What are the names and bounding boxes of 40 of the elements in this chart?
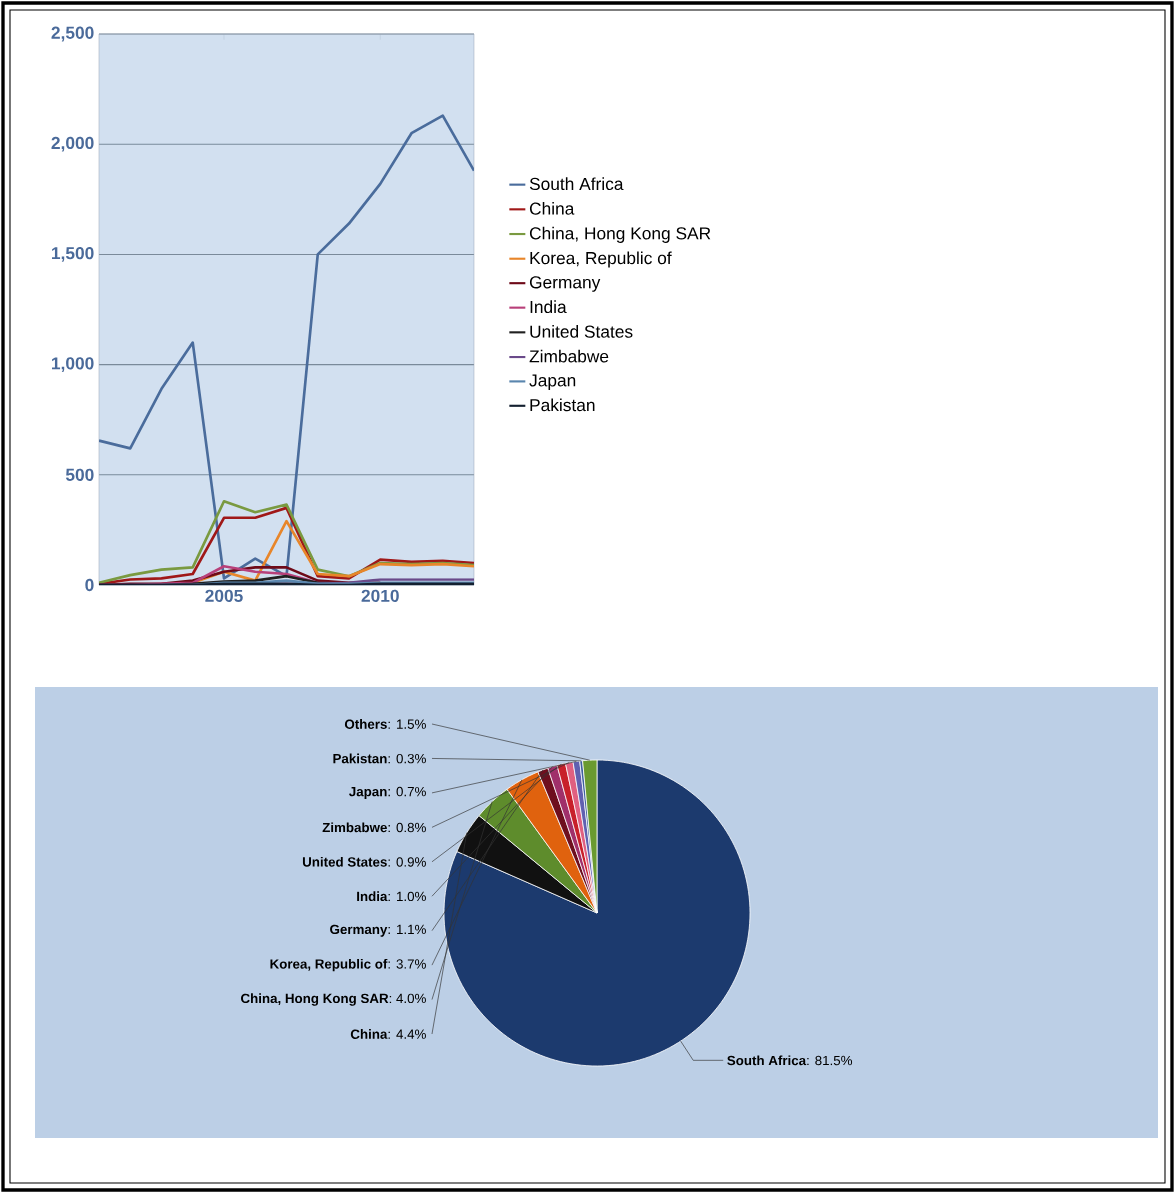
slice-label: United States [302, 856, 387, 867]
legend-label: India [530, 300, 567, 314]
y-tick-label: 1,500 [52, 247, 94, 262]
x-tick-label: 2005 [205, 589, 243, 602]
data-label: : 1.5% [388, 719, 426, 729]
legend-label: Zimbabwe [529, 349, 609, 363]
legend-label: China [529, 202, 575, 215]
data-label: : 1.1% [388, 924, 426, 935]
legend-label: United States [530, 325, 633, 338]
data-label: : 0.8% [388, 822, 426, 833]
legend-label: China, Hong Kong SAR [529, 226, 711, 243]
slice-label: India [357, 891, 388, 902]
y-tick-label: 2,000 [51, 136, 94, 152]
slice-label: Korea, Republic of [270, 958, 388, 972]
slice-label: Japan [349, 786, 387, 799]
slice-label: Others [344, 719, 387, 729]
data-label: : 0.3% [388, 753, 426, 764]
slice-label: South Africa [727, 1055, 807, 1066]
y-tick-label: 0 [85, 578, 94, 592]
x-tick-label: 2010 [361, 589, 399, 602]
slice-label: Zimbabwe [322, 822, 387, 833]
data-label: : 81.5% [807, 1055, 853, 1066]
slice-label: Germany [330, 924, 388, 937]
slice-label: China, Hong Kong SAR [241, 993, 389, 1006]
data-label: : 0.9% [388, 857, 426, 867]
data-label: : 0.7% [388, 786, 426, 797]
slice-label: Pakistan [333, 753, 387, 764]
y-tick-label: 1,000 [52, 357, 94, 372]
slice-label: China [350, 1029, 388, 1039]
data-label: : 4.0% [389, 993, 426, 1004]
data-label: : 1.0% [388, 891, 426, 902]
legend-label: Germany [529, 276, 601, 292]
legend-label: South Africa [529, 177, 624, 191]
legend-label: Japan [529, 374, 576, 390]
legend-label: Korea, Republic of [530, 251, 672, 268]
legend-label: Pakistan [530, 398, 595, 412]
data-label: : 3.7% [388, 959, 426, 969]
y-tick-label: 2,500 [51, 26, 94, 42]
data-label: : 4.4% [388, 1029, 426, 1039]
y-tick-label: 500 [65, 468, 94, 481]
